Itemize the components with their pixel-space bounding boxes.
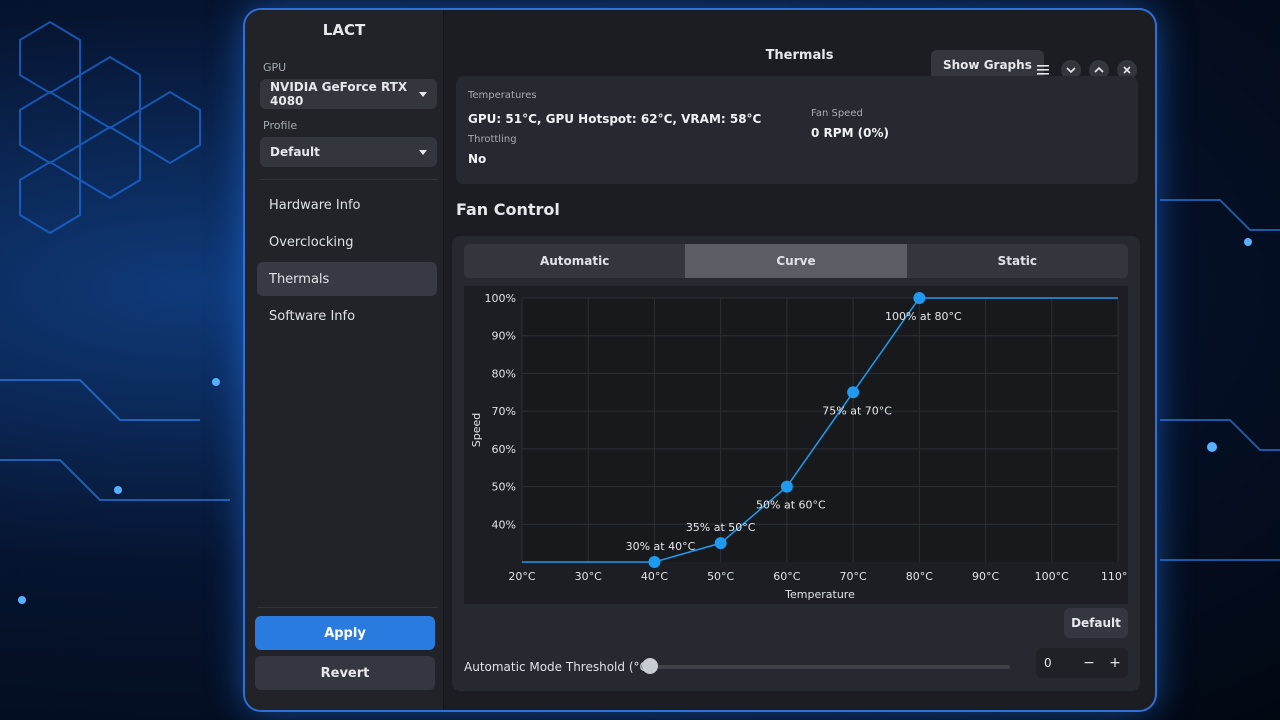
app-title: LACT: [322, 21, 366, 39]
sidebar-item-label: Hardware Info: [269, 197, 361, 213]
x-tick-label: 20°C: [508, 570, 535, 583]
throttling-value: No: [468, 152, 487, 166]
throttling-label: Throttling: [468, 134, 517, 145]
y-tick-label: 50%: [492, 481, 516, 494]
show-graphs-button[interactable]: Show Graphs: [931, 50, 1044, 80]
fan-control-card: Automatic Curve Static 20°C 30°C 40°C 50°C 6…: [452, 236, 1140, 691]
profile-dropdown-value: Default: [270, 145, 320, 159]
chevron-down-icon: [419, 91, 427, 97]
y-tick-label: 100%: [485, 292, 516, 305]
y-tick-label: 70%: [492, 405, 516, 418]
y-tick-label: 40%: [492, 518, 516, 531]
y-tick-label: 60%: [492, 443, 516, 456]
fan-control-title: Fan Control: [456, 200, 560, 219]
curve-point[interactable]: [847, 386, 860, 399]
fan-speed-value: 0 RPM (0%): [811, 126, 890, 140]
temperatures-value: GPU: 51°C, GPU Hotspot: 62°C, VRAM: 58°C: [468, 112, 762, 126]
threshold-label: Automatic Mode Threshold (°C): [464, 660, 653, 674]
tab-curve[interactable]: Curve: [685, 244, 907, 278]
hamburger-menu-icon[interactable]: [1033, 60, 1053, 80]
curve-point-label: 30% at 40°C: [626, 540, 696, 553]
sidebar-item-thermals[interactable]: Thermals: [257, 262, 437, 296]
sidebar-item-overclocking[interactable]: Overclocking: [257, 225, 437, 259]
gpu-dropdown-value: NVIDIA GeForce RTX 4080: [270, 80, 408, 108]
fan-speed-label: Fan Speed: [811, 108, 863, 119]
curve-point[interactable]: [648, 556, 661, 568]
tab-static[interactable]: Static: [997, 254, 1038, 268]
minimize-icon[interactable]: [1061, 60, 1081, 80]
sidebar-item-label: Software Info: [269, 308, 356, 324]
sidebar-item-label: Thermals: [269, 271, 330, 287]
x-tick-label: 30°C: [575, 570, 602, 583]
curve-point-label: 100% at 80°C: [885, 310, 962, 323]
y-axis-label: Speed: [470, 413, 483, 447]
increment-button[interactable]: +: [1109, 655, 1121, 671]
x-tick-label: 80°C: [906, 570, 933, 583]
threshold-value[interactable]: 0: [1044, 656, 1052, 670]
chevron-down-icon: [419, 149, 427, 155]
decrement-button[interactable]: −: [1083, 655, 1095, 671]
thermal-stats-card: Temperatures GPU: 51°C, GPU Hotspot: 62°…: [456, 76, 1138, 184]
sidebar: LACT GPU NVIDIA GeForce RTX 4080 Profile…: [245, 10, 444, 710]
fan-mode-tabs: Automatic Curve Static: [464, 244, 1128, 278]
main-panel: Thermals Show Graphs Temperatures GPU: 5…: [444, 10, 1155, 710]
page-title: Thermals: [765, 48, 834, 63]
curve-point-label: 75% at 70°C: [822, 404, 892, 417]
maximize-icon[interactable]: [1089, 60, 1109, 80]
apply-button[interactable]: Apply: [255, 616, 435, 650]
sidebar-item-label: Overclocking: [269, 234, 354, 250]
threshold-slider-handle[interactable]: [642, 658, 658, 674]
fan-curve-svg[interactable]: 20°C 30°C 40°C 50°C 60°C 70°C 80°C 90°C 100°C 110…: [464, 286, 1128, 604]
y-tick-label: 90%: [492, 330, 516, 343]
threshold-stepper[interactable]: 0 − +: [1036, 648, 1128, 678]
x-tick-label: 60°C: [773, 570, 800, 583]
sidebar-item-hardware-info[interactable]: Hardware Info: [257, 188, 437, 222]
curve-point-label: 50% at 60°C: [756, 499, 826, 512]
profile-dropdown[interactable]: Default: [260, 137, 437, 167]
header-bar: Thermals Show Graphs: [444, 10, 1155, 90]
sidebar-actions: Apply Revert: [245, 607, 443, 696]
x-tick-label: 100°C: [1035, 570, 1069, 583]
profile-label: Profile: [263, 119, 298, 132]
gpu-dropdown[interactable]: NVIDIA GeForce RTX 4080: [260, 79, 437, 109]
y-tick-label: 80%: [492, 367, 516, 380]
revert-button[interactable]: Revert: [255, 656, 435, 690]
curve-point[interactable]: [780, 480, 793, 493]
sidebar-divider: [260, 179, 437, 180]
x-tick-label: 40°C: [641, 570, 668, 583]
default-curve-button[interactable]: Default: [1064, 608, 1128, 638]
sidebar-divider: [257, 607, 437, 608]
fan-curve-chart[interactable]: 20°C 30°C 40°C 50°C 60°C 70°C 80°C 90°C 100°C 110…: [464, 286, 1128, 604]
gpu-label: GPU: [263, 61, 287, 74]
x-axis-label: Temperature: [784, 588, 855, 601]
x-tick-label: 90°C: [972, 570, 999, 583]
x-tick-label: 50°C: [707, 570, 734, 583]
threshold-slider[interactable]: [642, 665, 1010, 669]
curve-point-label: 35% at 50°C: [686, 521, 756, 534]
tab-automatic[interactable]: Automatic: [539, 254, 610, 268]
sidebar-item-software-info[interactable]: Software Info: [257, 299, 437, 333]
app-window: LACT GPU NVIDIA GeForce RTX 4080 Profile…: [245, 10, 1155, 710]
plot-background: [522, 298, 1118, 562]
close-icon[interactable]: [1117, 60, 1137, 80]
x-tick-label: 110°C: [1101, 570, 1128, 583]
x-tick-label: 70°C: [840, 570, 867, 583]
temperatures-label: Temperatures: [468, 90, 537, 101]
curve-point[interactable]: [913, 292, 926, 304]
curve-point[interactable]: [714, 537, 727, 550]
